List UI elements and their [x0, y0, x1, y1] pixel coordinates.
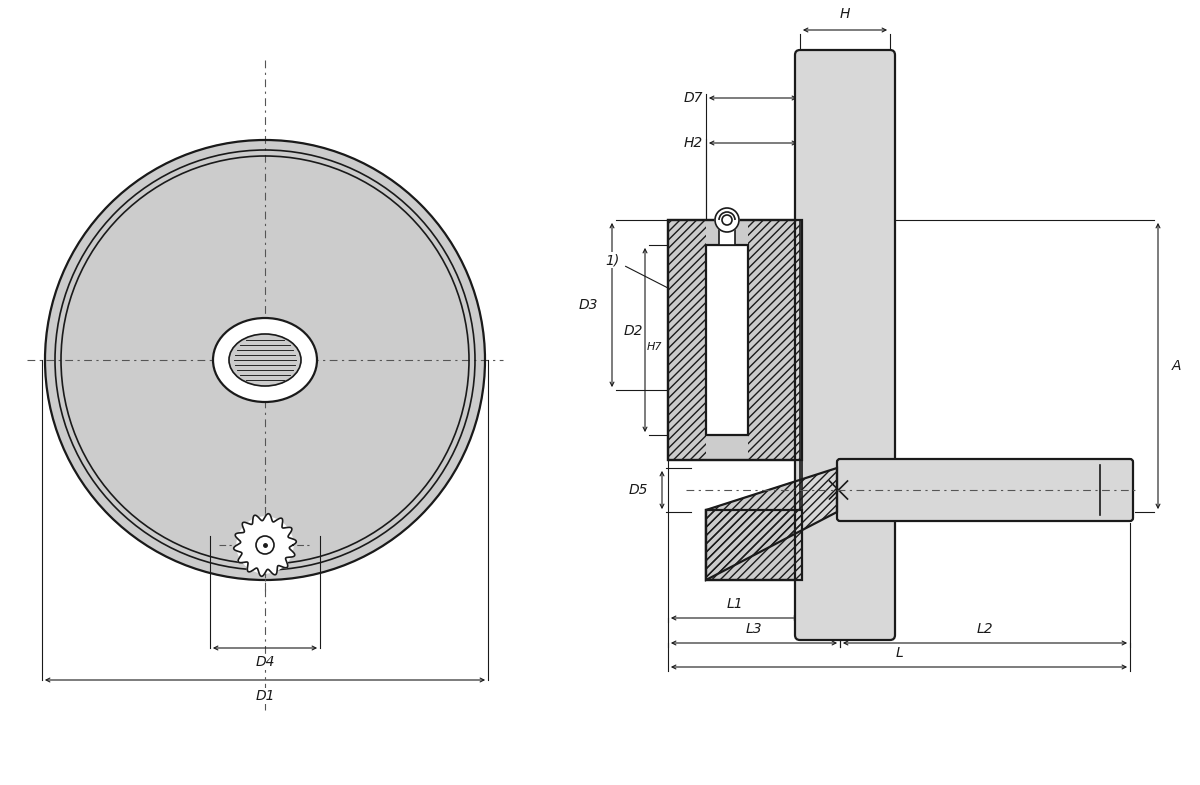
Bar [706, 510, 802, 580]
Bar [706, 510, 802, 580]
Text: L2: L2 [977, 622, 994, 636]
Text: H7: H7 [647, 342, 662, 352]
Text: H: H [840, 7, 850, 21]
Bar [668, 220, 706, 460]
Circle shape [715, 208, 739, 232]
Text: A: A [1172, 359, 1182, 373]
Text: D5: D5 [629, 483, 648, 497]
Ellipse shape [214, 318, 317, 402]
Bar [668, 220, 802, 460]
Text: 1): 1) [605, 253, 619, 267]
Circle shape [722, 215, 732, 225]
Text: H2: H2 [684, 136, 703, 150]
Circle shape [256, 536, 274, 554]
Ellipse shape [229, 334, 301, 386]
Bar [800, 220, 802, 510]
FancyBboxPatch shape [838, 459, 1133, 521]
Text: L1: L1 [727, 597, 743, 611]
Bar [706, 245, 748, 435]
Bar [719, 227, 734, 245]
Bar [668, 220, 802, 460]
FancyBboxPatch shape [796, 50, 895, 640]
Text: D1: D1 [256, 689, 275, 703]
Polygon shape [706, 468, 838, 580]
Bar [748, 220, 802, 460]
Bar [838, 468, 840, 512]
Bar [706, 510, 802, 580]
Text: L3: L3 [745, 622, 762, 636]
Circle shape [46, 140, 485, 580]
Text: L: L [895, 646, 902, 660]
Text: D7: D7 [684, 91, 703, 105]
Text: D4: D4 [256, 655, 275, 669]
Polygon shape [234, 513, 296, 576]
Circle shape [238, 517, 293, 573]
Text: D3: D3 [578, 298, 598, 312]
Text: D2: D2 [624, 324, 643, 338]
